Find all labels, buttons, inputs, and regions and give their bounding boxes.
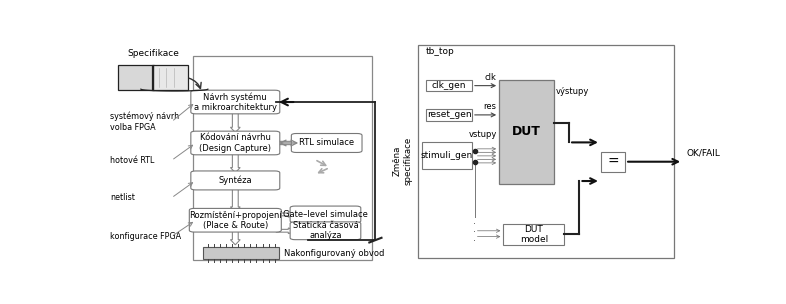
Polygon shape bbox=[230, 230, 241, 245]
Polygon shape bbox=[276, 140, 300, 146]
Text: Gate–level simulace: Gate–level simulace bbox=[283, 210, 368, 219]
FancyBboxPatch shape bbox=[189, 209, 281, 232]
Text: Rozmístění+propojení
(Place & Route): Rozmístění+propojení (Place & Route) bbox=[189, 211, 281, 230]
FancyBboxPatch shape bbox=[191, 131, 280, 155]
Polygon shape bbox=[276, 212, 297, 217]
FancyBboxPatch shape bbox=[191, 171, 280, 190]
Text: Specifikace: Specifikace bbox=[127, 49, 179, 57]
Text: DUT: DUT bbox=[512, 125, 541, 138]
Bar bbox=[193, 56, 373, 260]
Polygon shape bbox=[230, 112, 241, 133]
Text: Syntéza: Syntéza bbox=[219, 176, 252, 185]
Polygon shape bbox=[296, 140, 305, 146]
FancyBboxPatch shape bbox=[152, 65, 188, 90]
Text: Statická časová
analýza: Statická časová analýza bbox=[292, 221, 358, 240]
Text: res: res bbox=[483, 102, 496, 111]
Text: Kódování návrhu
(Design Capture): Kódování návrhu (Design Capture) bbox=[200, 133, 271, 153]
Bar bbox=[503, 224, 564, 245]
Text: výstupy: výstupy bbox=[556, 87, 589, 96]
Text: OK/FAIL: OK/FAIL bbox=[686, 148, 720, 157]
FancyBboxPatch shape bbox=[290, 222, 361, 240]
Bar bbox=[426, 109, 472, 121]
FancyBboxPatch shape bbox=[119, 65, 154, 90]
Text: tb_top: tb_top bbox=[425, 47, 454, 56]
Polygon shape bbox=[230, 153, 241, 173]
Text: RTL simulace: RTL simulace bbox=[299, 139, 354, 147]
Text: stimuli_gen: stimuli_gen bbox=[421, 151, 473, 161]
Text: hotové RTL: hotové RTL bbox=[110, 156, 155, 165]
Polygon shape bbox=[276, 228, 297, 233]
Text: konfigurace FPGA: konfigurace FPGA bbox=[110, 232, 182, 241]
Polygon shape bbox=[230, 188, 241, 212]
Text: Návrh systému
a mikroarchitektury: Návrh systému a mikroarchitektury bbox=[194, 92, 277, 112]
FancyBboxPatch shape bbox=[292, 133, 362, 153]
Text: ·
·
·: · · · bbox=[473, 219, 476, 246]
Bar bbox=[426, 80, 472, 92]
Text: reset_gen: reset_gen bbox=[427, 110, 472, 119]
Bar bbox=[418, 45, 674, 258]
Bar bbox=[422, 142, 472, 169]
Text: clk_gen: clk_gen bbox=[432, 81, 466, 90]
Text: Změna
specifikace: Změna specifikace bbox=[393, 136, 413, 185]
Text: Nakonfigurovaný obvod: Nakonfigurovaný obvod bbox=[285, 248, 384, 257]
Bar bbox=[499, 80, 554, 184]
Text: vstupy: vstupy bbox=[469, 130, 498, 139]
FancyBboxPatch shape bbox=[290, 206, 361, 223]
Bar bbox=[601, 152, 625, 172]
Text: clk: clk bbox=[484, 73, 496, 82]
Text: netlist: netlist bbox=[110, 193, 135, 202]
FancyBboxPatch shape bbox=[191, 90, 280, 114]
Text: systémový návrh
volba FPGA: systémový návrh volba FPGA bbox=[110, 112, 179, 132]
Bar bbox=[204, 247, 280, 259]
Text: =: = bbox=[607, 155, 619, 169]
Text: DUT
model: DUT model bbox=[520, 225, 548, 244]
